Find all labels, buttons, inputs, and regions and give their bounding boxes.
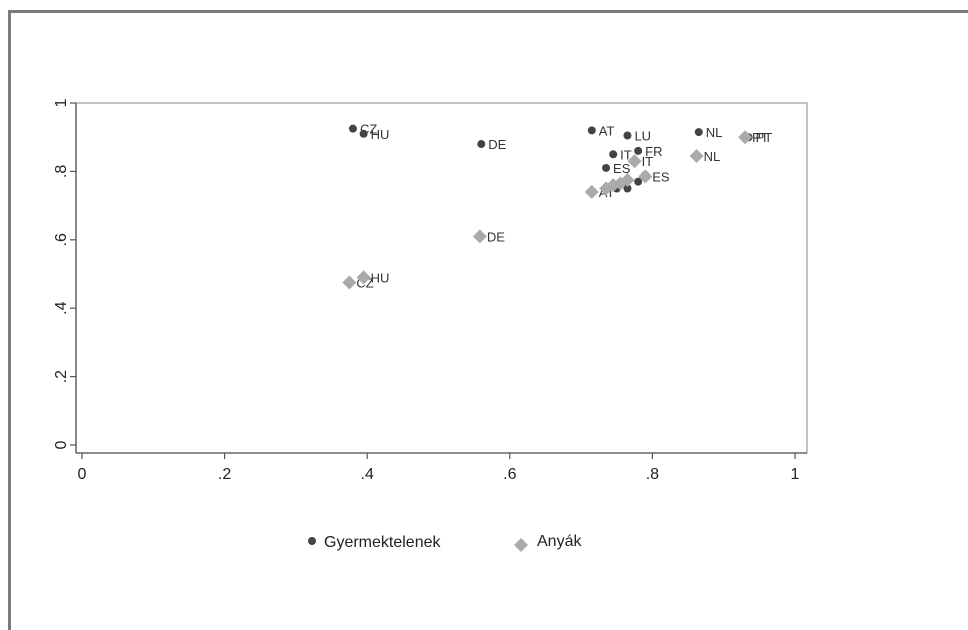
data-point	[623, 131, 632, 140]
y-tick-label: 1	[53, 98, 70, 107]
point-label: IT	[620, 147, 632, 162]
plot-area	[75, 102, 808, 454]
point-label: DE	[487, 229, 505, 244]
point-label: FR	[645, 144, 662, 159]
data-point	[477, 140, 486, 149]
data-point	[627, 154, 642, 169]
y-tick-label: 0	[53, 440, 70, 449]
data-point	[359, 129, 368, 138]
data-point	[348, 124, 357, 133]
x-tick-label: .2	[218, 466, 231, 483]
point-label: PT	[756, 130, 773, 145]
data-point	[634, 177, 643, 186]
x-tick-label: 1	[791, 466, 800, 483]
legend-marker-anyak	[514, 538, 528, 552]
legend: Gyermektelenek Anyák	[308, 533, 582, 552]
axes: 0 .2 .4 .6 .8 1 0 .2 .4 .6 .8 1	[53, 98, 807, 483]
data-points: CZHUDEATLUFRESITNLPTCZHUDEITESATNLPT	[342, 122, 772, 291]
series-anyak: CZHUDEITESATNLPT	[342, 130, 769, 291]
data-point	[342, 275, 357, 290]
x-tick-label: .8	[646, 466, 659, 483]
data-point	[356, 270, 371, 285]
data-point	[620, 172, 635, 187]
x-tick-label: .6	[503, 466, 516, 483]
y-tick-label: .4	[53, 301, 70, 314]
data-point	[584, 184, 599, 199]
point-label: PT	[752, 130, 769, 145]
point-label: NL	[706, 125, 723, 140]
data-point	[694, 128, 703, 137]
data-point	[634, 146, 643, 155]
x-tick-label: .4	[361, 466, 374, 483]
data-point	[609, 150, 618, 159]
image-frame	[8, 10, 968, 630]
data-point	[472, 229, 487, 244]
point-label: IT	[642, 154, 654, 169]
data-point	[623, 184, 632, 193]
point-label: HU	[371, 270, 390, 285]
data-point	[638, 169, 653, 184]
data-point	[587, 126, 596, 135]
point-label: ES	[613, 161, 631, 176]
data-point	[602, 163, 611, 172]
point-label: LU	[634, 128, 651, 143]
point-label: NL	[704, 149, 721, 164]
point-label: HU	[371, 127, 390, 142]
y-tick-label: .6	[53, 233, 70, 246]
legend-marker-gyermektelenek	[308, 537, 316, 545]
legend-label-anyak: Anyák	[537, 533, 582, 550]
legend-label-gyermektelenek: Gyermektelenek	[324, 534, 441, 551]
point-label: DE	[488, 137, 506, 152]
point-label: AT	[599, 123, 615, 138]
point-label: ES	[652, 170, 670, 185]
x-tick-label: 0	[78, 466, 87, 483]
data-point	[738, 130, 753, 145]
y-tick-label: .8	[53, 165, 70, 178]
data-point	[689, 149, 704, 164]
y-tick-label: .2	[53, 370, 70, 383]
